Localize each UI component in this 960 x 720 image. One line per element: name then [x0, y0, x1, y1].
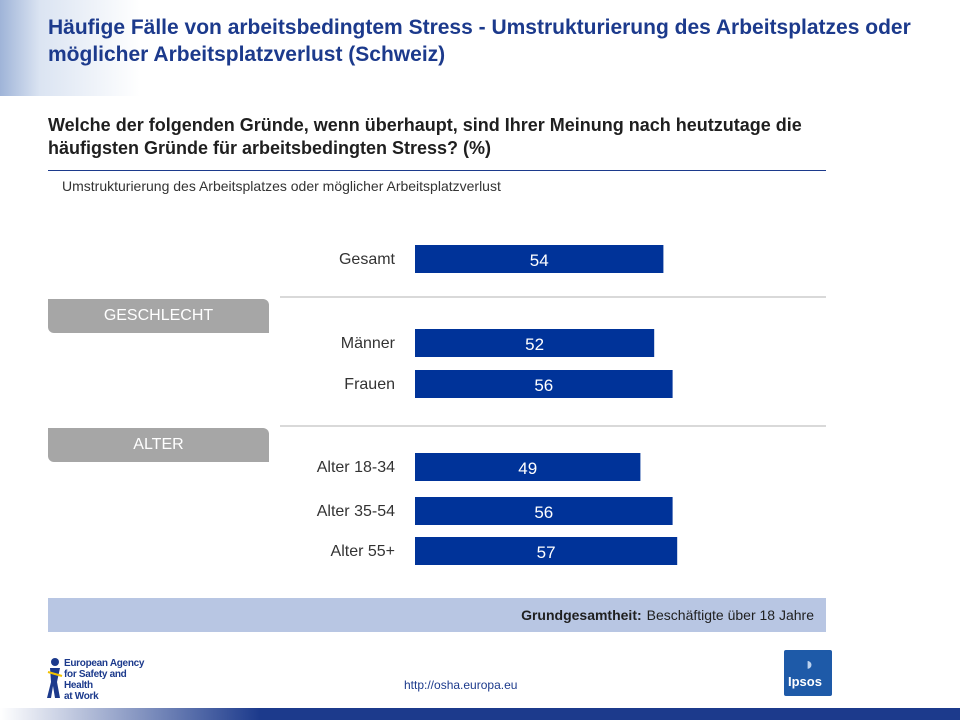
bar-value-label: 49: [518, 459, 537, 478]
bar: [415, 370, 673, 398]
eu-osha-logo: European Agency for Safety and Health at…: [46, 656, 156, 704]
group-label-gender: GESCHLECHT: [48, 299, 269, 333]
bar: [415, 329, 655, 357]
bar-value-label: 57: [537, 543, 556, 562]
base-label: Grundgesamtheit:: [521, 607, 642, 623]
bar-value-label: 54: [530, 251, 549, 270]
ipsos-logo: ◗ Ipsos: [784, 650, 832, 696]
bar: [415, 245, 664, 273]
question-text: Welche der folgenden Gründe, wenn überha…: [48, 115, 802, 158]
bar-value-label: 56: [534, 503, 553, 522]
ipsos-logo-text: Ipsos: [788, 674, 822, 689]
category-label: Alter 35-54: [317, 503, 395, 520]
base-value: Beschäftigte über 18 Jahre: [646, 607, 814, 623]
bar-value-label: 56: [534, 376, 553, 395]
chart-subtitle: Umstrukturierung des Arbeitsplatzes oder…: [62, 178, 501, 194]
bar: [415, 497, 673, 525]
category-label: Alter 55+: [331, 543, 395, 560]
category-label: Alter 18-34: [317, 459, 395, 476]
group-label-age: ALTER: [48, 428, 269, 462]
bar: [415, 453, 641, 481]
eu-osha-figure-icon: [47, 658, 63, 698]
title-band: [0, 0, 960, 96]
bar: [415, 537, 678, 565]
footer-bar: [0, 708, 960, 720]
header-divider: [48, 170, 826, 171]
footer-url-link[interactable]: http://osha.europa.eu: [404, 678, 518, 692]
page-title: Häufige Fälle von arbeitsbedingtem Stres…: [48, 16, 911, 66]
base-info-band: Grundgesamtheit: Beschäftigte über 18 Ja…: [48, 598, 826, 632]
ipsos-symbol-icon: ◗: [804, 654, 815, 674]
category-label: Frauen: [344, 376, 395, 393]
eu-osha-logo-text: European Agency for Safety and Health at…: [64, 658, 145, 702]
category-label: Männer: [341, 335, 396, 352]
category-label: Gesamt: [339, 251, 396, 268]
bar-value-label: 52: [525, 335, 544, 354]
